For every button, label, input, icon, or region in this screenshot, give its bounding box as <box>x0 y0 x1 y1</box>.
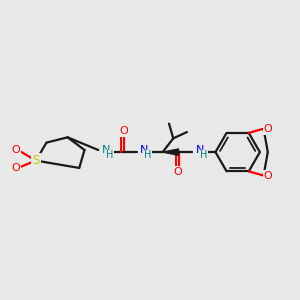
Polygon shape <box>163 149 178 155</box>
Text: O: O <box>263 124 272 134</box>
Text: O: O <box>11 163 20 173</box>
Text: H: H <box>106 150 113 160</box>
Text: N: N <box>140 145 148 155</box>
Text: N: N <box>196 145 204 155</box>
Text: O: O <box>11 145 20 155</box>
Text: H: H <box>144 150 152 160</box>
Text: O: O <box>173 167 182 177</box>
Text: S: S <box>32 154 40 167</box>
Text: O: O <box>119 126 128 136</box>
Text: N: N <box>101 145 110 155</box>
Text: H: H <box>200 150 208 160</box>
Text: O: O <box>263 170 272 181</box>
